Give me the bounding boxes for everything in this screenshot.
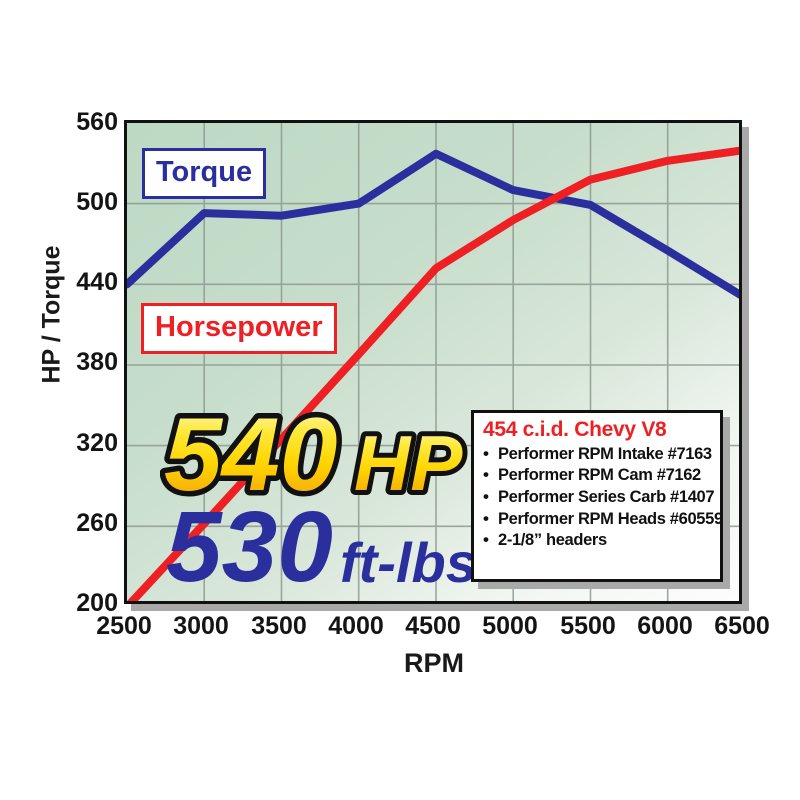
x-tick-label: 3000 [173,612,229,640]
y-tick-label: 500 [76,188,118,216]
spec-box: 454 c.i.d. Chevy V8 Performer RPM Intake… [471,410,723,582]
y-tick-label: 440 [76,268,118,296]
y-tick-label: 560 [76,108,118,136]
legend-horsepower[interactable]: Horsepower [141,303,337,354]
torque-line [127,149,739,299]
x-axis-title: RPM [404,648,464,678]
spec-box-title: 454 c.i.d. Chevy V8 [483,418,667,441]
spec-item: 2-1/8” headers [483,529,712,552]
y-axis-tick-labels: 560 500 440 380 320 260 200 [46,0,118,800]
x-tick-label: 4000 [328,612,384,640]
x-tick-label: 5000 [482,612,538,640]
y-tick-label: 380 [76,348,118,376]
x-tick-label: 6500 [714,612,770,640]
x-tick-label: 2500 [96,612,152,640]
x-tick-label: 5500 [560,612,616,640]
horsepower-line [127,146,739,601]
x-tick-label: 6000 [637,612,693,640]
data-curves [127,146,739,601]
y-tick-label: 200 [76,589,118,617]
spec-item: Performer RPM Cam #7162 [483,464,712,487]
spec-item: Performer Series Carb #1407 [483,486,715,509]
spec-item: Performer RPM Heads #60559 [483,508,723,531]
y-tick-label: 320 [76,429,118,457]
x-tick-label: 4500 [405,612,461,640]
legend-torque[interactable]: Torque [142,148,267,199]
y-tick-label: 260 [76,509,118,537]
x-tick-label: 3500 [251,612,307,640]
spec-box-list: Performer RPM Intake #7163 Performer RPM… [483,443,723,552]
spec-item: Performer RPM Intake #7163 [483,443,712,466]
